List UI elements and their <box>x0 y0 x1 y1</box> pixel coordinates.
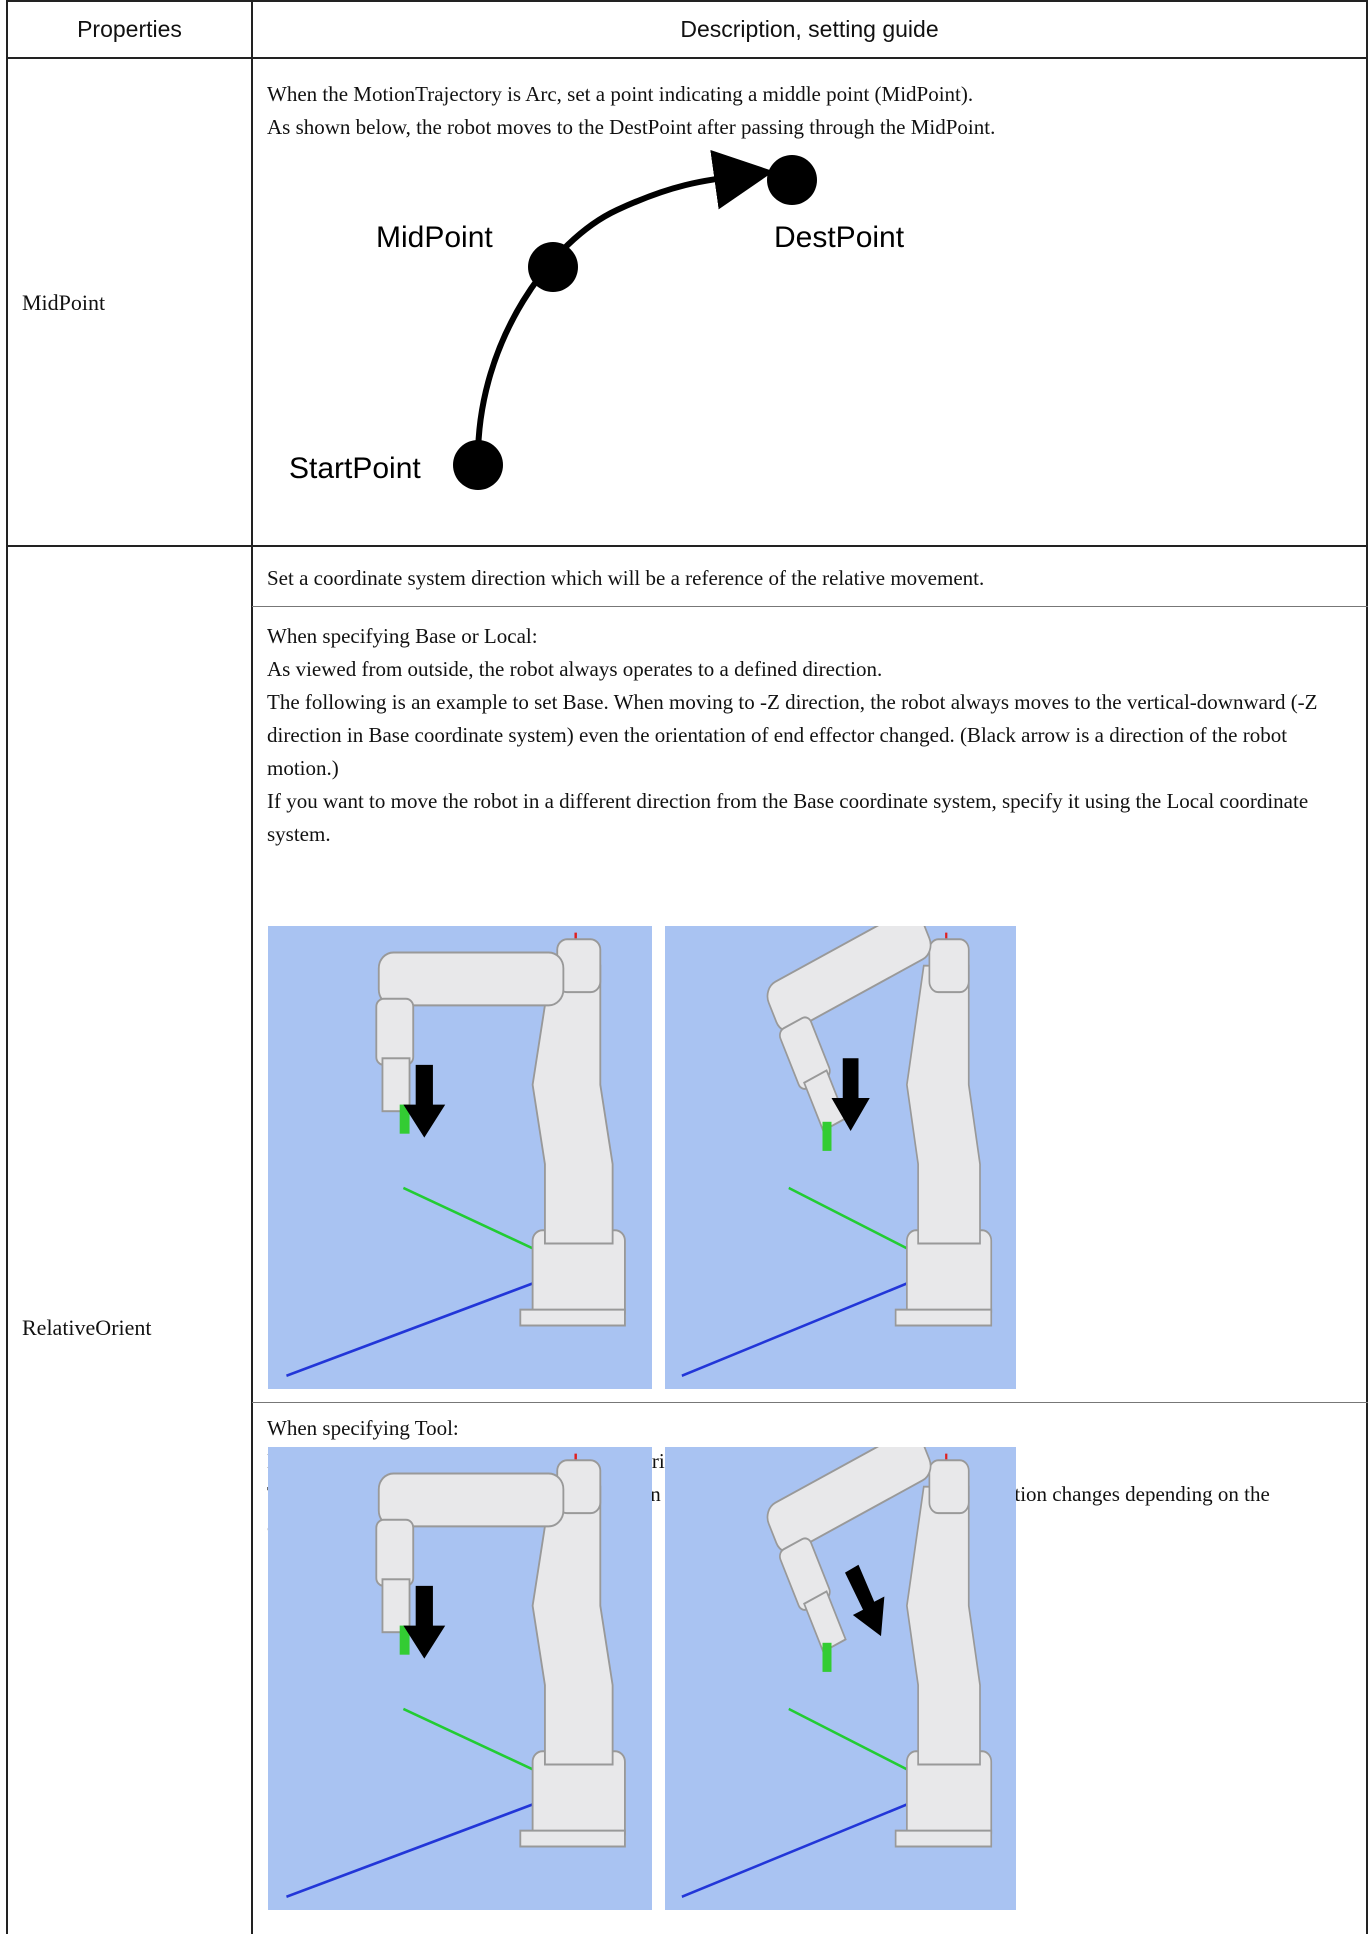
paragraph: When specifying Tool: <box>267 1416 459 1440</box>
paragraph: As shown below, the robot moves to the D… <box>267 115 996 139</box>
robot-image <box>268 926 652 1389</box>
border <box>6 57 1368 59</box>
paragraph: Set a coordinate system direction which … <box>267 566 985 590</box>
label: DestPoint <box>774 221 905 254</box>
point <box>453 440 503 490</box>
description: When the MotionTrajectory is Arc, set a … <box>267 78 1352 144</box>
paragraph: If you want to move the robot in a diffe… <box>267 789 1309 846</box>
property: RelativeOrient <box>22 1315 152 1340</box>
border <box>252 606 1368 607</box>
paragraph: The following is an example to set Base.… <box>267 690 1318 780</box>
label: MidPoint <box>376 221 493 254</box>
paragraph: As viewed from outside, the robot always… <box>267 657 883 681</box>
robot-image <box>268 1447 652 1910</box>
point <box>767 155 817 205</box>
border <box>252 1402 1368 1403</box>
point <box>528 242 578 292</box>
arc-diagram: MidPoint DestPoint StartPoint <box>289 149 905 490</box>
robot-image <box>665 1447 1016 1910</box>
header-cell: Properties <box>77 16 182 42</box>
border <box>6 0 8 1934</box>
border <box>6 0 1368 2</box>
property: MidPoint <box>22 290 106 315</box>
border <box>251 0 253 1934</box>
label: StartPoint <box>289 452 421 485</box>
description: Set a coordinate system direction which … <box>267 562 1352 595</box>
border <box>1366 0 1368 1934</box>
paragraph: When specifying Base or Local: <box>267 624 538 648</box>
robot-image <box>665 926 1016 1389</box>
paragraph: When the MotionTrajectory is Arc, set a … <box>267 82 974 106</box>
border <box>6 545 1368 547</box>
description: When specifying Base or Local: As viewed… <box>267 620 1352 851</box>
arc <box>475 149 774 459</box>
header-cell: Description, setting guide <box>680 16 939 42</box>
